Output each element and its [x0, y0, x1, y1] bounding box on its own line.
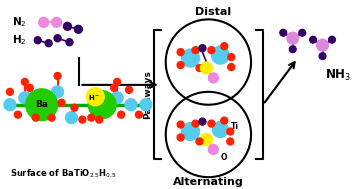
Circle shape: [177, 121, 184, 128]
Circle shape: [26, 84, 33, 91]
Circle shape: [125, 99, 137, 111]
Circle shape: [177, 134, 184, 141]
Circle shape: [208, 144, 218, 154]
Circle shape: [14, 111, 21, 118]
Circle shape: [319, 53, 326, 60]
Circle shape: [212, 122, 228, 137]
Circle shape: [192, 120, 199, 127]
Text: H$_2$: H$_2$: [12, 33, 26, 47]
Text: NH$_3$: NH$_3$: [326, 67, 351, 83]
Circle shape: [310, 36, 316, 43]
Circle shape: [182, 49, 200, 67]
Circle shape: [208, 47, 215, 54]
Circle shape: [280, 29, 287, 36]
Circle shape: [299, 29, 306, 36]
Text: Ba: Ba: [35, 100, 48, 109]
Circle shape: [71, 104, 78, 111]
Circle shape: [227, 128, 234, 135]
Circle shape: [65, 112, 77, 124]
Text: Pathways: Pathways: [144, 70, 152, 119]
Circle shape: [221, 117, 228, 124]
Circle shape: [54, 72, 61, 79]
Circle shape: [199, 45, 206, 52]
Circle shape: [6, 88, 14, 95]
Circle shape: [228, 64, 235, 70]
Circle shape: [48, 114, 55, 121]
Circle shape: [86, 88, 104, 106]
Text: N$_2$: N$_2$: [12, 15, 26, 29]
Circle shape: [34, 37, 41, 44]
Circle shape: [290, 46, 296, 53]
Circle shape: [182, 123, 200, 140]
Circle shape: [329, 36, 335, 43]
Circle shape: [228, 54, 235, 60]
Circle shape: [140, 99, 152, 111]
Circle shape: [135, 111, 142, 118]
Circle shape: [52, 17, 61, 27]
Circle shape: [21, 78, 28, 85]
Text: H$^-$: H$^-$: [88, 93, 100, 102]
Circle shape: [126, 86, 132, 93]
Circle shape: [196, 64, 203, 71]
Circle shape: [32, 114, 39, 121]
Circle shape: [39, 17, 49, 27]
Circle shape: [54, 35, 61, 42]
Circle shape: [201, 62, 212, 74]
Circle shape: [64, 22, 71, 30]
Text: Distal: Distal: [195, 7, 231, 17]
Circle shape: [74, 25, 82, 33]
Circle shape: [117, 111, 125, 118]
Text: Ti: Ti: [231, 122, 239, 131]
Text: Surface of BaTiO$_{2.5}$H$_{0.5}$: Surface of BaTiO$_{2.5}$H$_{0.5}$: [10, 168, 116, 180]
Circle shape: [111, 84, 117, 91]
Circle shape: [4, 99, 16, 111]
Text: O: O: [220, 153, 227, 162]
Circle shape: [317, 39, 328, 51]
Circle shape: [26, 89, 57, 121]
Circle shape: [221, 43, 228, 50]
Circle shape: [287, 32, 299, 44]
Circle shape: [96, 116, 103, 123]
Circle shape: [227, 138, 234, 145]
Circle shape: [114, 78, 121, 85]
Circle shape: [19, 92, 31, 104]
Circle shape: [52, 86, 64, 98]
Circle shape: [58, 99, 65, 106]
Circle shape: [199, 118, 206, 125]
Circle shape: [196, 138, 203, 145]
Circle shape: [88, 91, 116, 119]
Circle shape: [88, 114, 95, 121]
Circle shape: [111, 92, 123, 104]
Circle shape: [208, 73, 218, 83]
Text: Alternating: Alternating: [173, 177, 244, 187]
Circle shape: [66, 39, 73, 46]
Circle shape: [211, 46, 229, 64]
Circle shape: [177, 62, 184, 68]
Circle shape: [208, 120, 215, 127]
Circle shape: [177, 49, 184, 56]
Circle shape: [201, 133, 212, 145]
Circle shape: [192, 47, 199, 54]
Circle shape: [45, 40, 52, 47]
Circle shape: [79, 116, 86, 123]
